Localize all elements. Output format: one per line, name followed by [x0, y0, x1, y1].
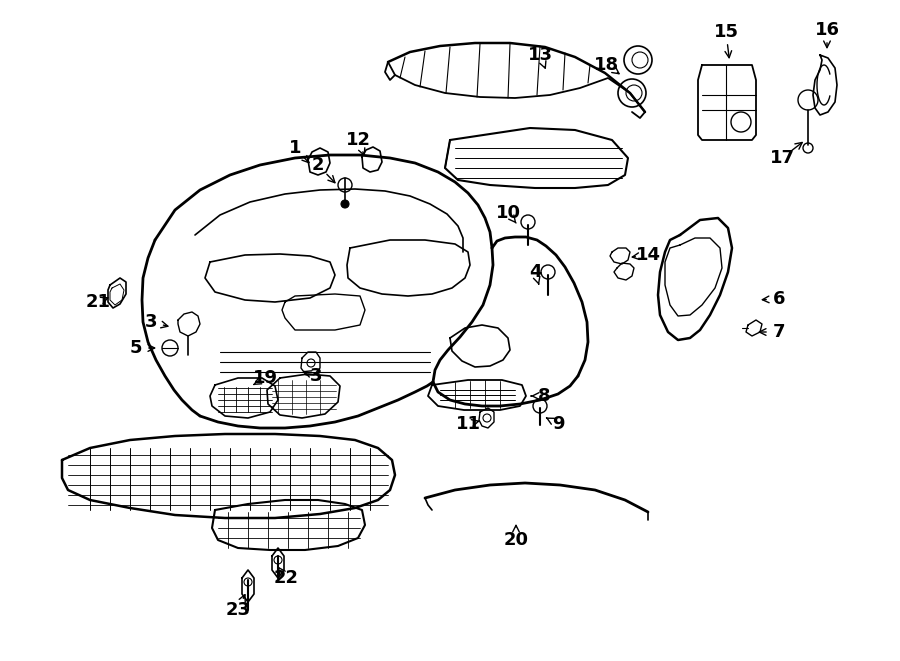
Text: 18: 18 [594, 56, 619, 74]
Text: 10: 10 [496, 204, 520, 222]
Text: 15: 15 [714, 23, 739, 41]
Text: 1: 1 [289, 139, 302, 157]
Text: 4: 4 [529, 263, 541, 281]
Text: 2: 2 [311, 156, 324, 174]
Text: 12: 12 [346, 131, 371, 149]
Text: 19: 19 [253, 369, 277, 387]
Text: 21: 21 [86, 293, 111, 311]
Text: 8: 8 [537, 387, 550, 405]
Circle shape [341, 200, 349, 208]
Text: 13: 13 [527, 46, 553, 64]
Text: 3: 3 [310, 367, 322, 385]
Text: 5: 5 [130, 339, 142, 357]
Text: 16: 16 [814, 21, 840, 39]
Text: 6: 6 [773, 290, 785, 308]
Text: 14: 14 [635, 246, 661, 264]
Text: 3: 3 [145, 313, 158, 331]
Text: 11: 11 [455, 415, 481, 433]
Text: 20: 20 [503, 531, 528, 549]
Text: 17: 17 [770, 149, 795, 167]
Text: 23: 23 [226, 601, 250, 619]
Text: 9: 9 [552, 415, 564, 433]
Text: 7: 7 [773, 323, 785, 341]
Text: 22: 22 [274, 569, 299, 587]
